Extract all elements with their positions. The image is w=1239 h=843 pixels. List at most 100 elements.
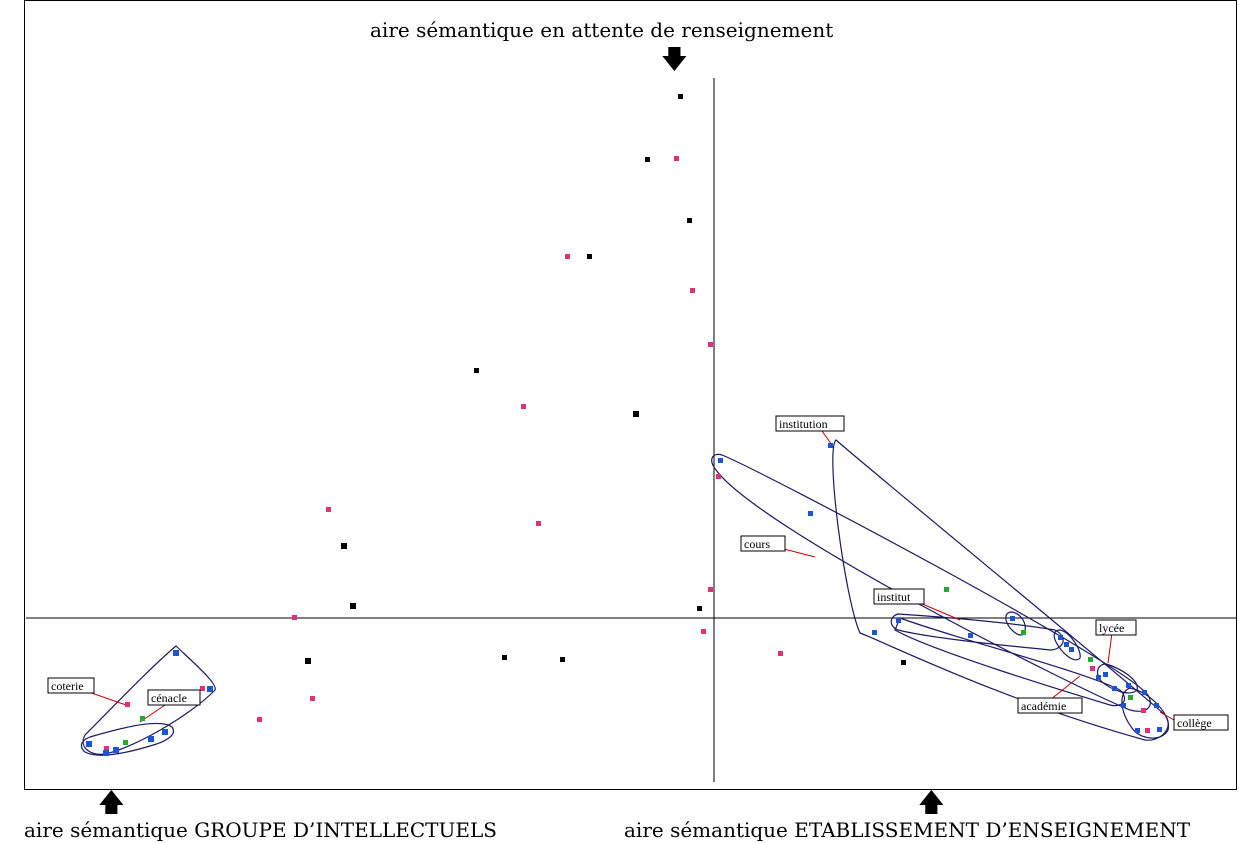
svg-text:lycée: lycée — [1099, 621, 1124, 635]
point — [1064, 642, 1069, 647]
points-green — [123, 587, 1133, 745]
point — [305, 658, 311, 664]
hull-college-1 — [1096, 663, 1138, 694]
point — [808, 511, 813, 516]
hull-lycee-1 — [1005, 611, 1026, 636]
point — [901, 660, 906, 665]
label-cenacle: cénacle — [147, 689, 201, 706]
point — [560, 657, 565, 662]
point — [944, 587, 949, 592]
svg-text:institut: institut — [877, 590, 911, 604]
point — [587, 254, 592, 259]
point — [872, 630, 877, 635]
hull-cenacle — [80, 722, 174, 756]
point — [645, 157, 650, 162]
point — [565, 254, 570, 259]
point — [148, 736, 154, 742]
label-institution: institution — [775, 415, 845, 432]
svg-text:cénacle: cénacle — [151, 691, 187, 705]
point — [1096, 675, 1101, 680]
point — [687, 218, 692, 223]
annotation-top: aire sémantique en attente de renseignem… — [370, 18, 834, 42]
point — [162, 729, 168, 735]
svg-text:académie: académie — [1021, 699, 1066, 713]
point — [1154, 703, 1159, 708]
point — [828, 443, 833, 448]
point — [778, 651, 783, 656]
point — [123, 740, 128, 745]
point — [708, 587, 713, 592]
svg-text:institution: institution — [779, 417, 828, 431]
point — [674, 156, 679, 161]
svg-text:coterie: coterie — [51, 679, 84, 693]
point — [697, 606, 702, 611]
point — [1142, 690, 1147, 695]
arrow-up-icon: 🡅 — [98, 788, 125, 818]
point — [103, 750, 109, 756]
point — [1103, 672, 1108, 677]
point — [474, 368, 479, 373]
plot-frame — [24, 0, 1237, 790]
arrow-up-icon: 🡅 — [918, 788, 945, 818]
point — [718, 458, 723, 463]
svg-text:collège: collège — [1177, 716, 1212, 730]
label-college: collège — [1173, 714, 1229, 731]
hull-institution — [832, 439, 1169, 741]
label-academie: académie — [1017, 697, 1083, 714]
arrow-down-icon: 🡇 — [661, 45, 688, 75]
point — [86, 741, 92, 747]
point — [1088, 657, 1093, 662]
point — [536, 521, 541, 526]
point — [1126, 683, 1131, 688]
hull-institut — [890, 613, 1064, 651]
point — [1112, 686, 1117, 691]
point — [1128, 695, 1133, 700]
point — [326, 507, 331, 512]
point — [104, 746, 109, 751]
label-institut: institut — [873, 588, 925, 605]
point — [701, 629, 706, 634]
point — [310, 696, 315, 701]
point — [113, 747, 119, 753]
point — [1157, 727, 1162, 732]
point — [1090, 666, 1095, 671]
point — [521, 404, 526, 409]
label-coterie: coterie — [47, 677, 95, 694]
cluster-hulls — [80, 439, 1170, 756]
point — [341, 543, 347, 549]
point — [350, 603, 356, 609]
point — [678, 94, 683, 99]
point — [1058, 635, 1063, 640]
point — [173, 650, 179, 656]
point — [1141, 708, 1146, 713]
point — [257, 717, 262, 722]
svg-text:cours: cours — [744, 537, 770, 551]
hull-cours — [711, 453, 1151, 712]
point — [708, 342, 713, 347]
point — [1069, 647, 1074, 652]
point — [1121, 703, 1126, 708]
point — [716, 474, 721, 479]
points-pink — [104, 156, 1150, 751]
hull-lycee-2 — [1053, 629, 1081, 661]
point — [1145, 728, 1150, 733]
annotation-bottom-left: aire sémantique GROUPE D’INTELLECTUELS — [24, 818, 497, 842]
point — [140, 716, 145, 721]
point — [1135, 728, 1140, 733]
point — [292, 615, 297, 620]
points-blue — [86, 443, 1162, 756]
point — [200, 686, 205, 691]
point — [633, 411, 639, 417]
point — [896, 618, 901, 623]
point — [1021, 630, 1026, 635]
point — [502, 655, 507, 660]
label-lycee: lycée — [1095, 619, 1137, 636]
annotation-bottom-right: aire sémantique ETABLISSEMENT D’ENSEIGNE… — [624, 818, 1191, 842]
point — [1010, 616, 1015, 621]
leader-lines — [82, 430, 1175, 723]
point — [207, 686, 213, 692]
point — [968, 633, 973, 638]
point — [690, 288, 695, 293]
point — [125, 702, 130, 707]
